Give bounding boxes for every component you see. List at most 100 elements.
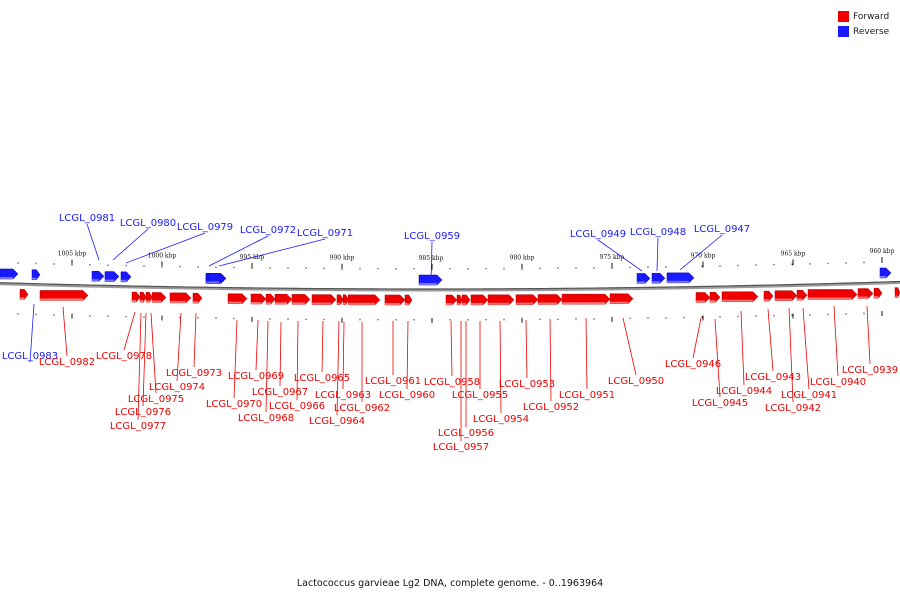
legend-reverse-label: Reverse <box>853 26 890 37</box>
reverse-gene-arrow-shade <box>637 281 645 284</box>
leader-line <box>62 306 68 357</box>
forward-gene-arrow-shade <box>797 298 803 301</box>
forward-gene-arrow-shade <box>775 298 792 301</box>
gene-label: LCGL_0980 <box>120 218 176 229</box>
leader-line <box>450 320 453 377</box>
gene-label: LCGL_0965 <box>294 373 350 384</box>
gene-label: LCGL_0944 <box>716 386 772 397</box>
leader-line <box>802 307 810 390</box>
forward-gene-arrow-shade <box>562 302 605 305</box>
scale-tick-label: 960 kbp <box>870 248 895 255</box>
leader-line <box>208 235 269 267</box>
reverse-gene-arrow-shade <box>880 275 887 278</box>
gene-label: LCGL_0983 <box>2 351 58 362</box>
gene-label: LCGL_0966 <box>269 401 325 412</box>
gene-label: LCGL_0958 <box>424 377 480 388</box>
gene-label: LCGL_0970 <box>206 399 262 410</box>
backbone-shadow <box>0 280 900 292</box>
forward-gene-arrow-shade <box>385 302 400 305</box>
leader-line <box>265 320 269 413</box>
leader-line <box>321 320 324 373</box>
gene-label: LCGL_0957 <box>433 442 489 453</box>
reverse-gene-arrow-shade <box>419 283 437 285</box>
gene-label: LCGL_0960 <box>379 390 435 401</box>
leader-line <box>137 312 142 421</box>
gene-label: LCGL_0940 <box>810 377 866 388</box>
forward-gene-arrow-shade <box>292 302 305 305</box>
leader-line <box>740 310 745 386</box>
forward-gene-arrow-shade <box>457 302 460 305</box>
gene-label: LCGL_0975 <box>128 394 184 405</box>
gene-label: LCGL_0946 <box>665 359 721 370</box>
leader-line <box>833 305 839 377</box>
legend-forward-label: Forward <box>853 11 890 22</box>
forward-gene-arrow-shade <box>722 299 753 302</box>
leader-line <box>296 320 299 401</box>
forward-gene-arrow-shade <box>193 301 198 304</box>
gene-label: LCGL_0947 <box>694 224 750 235</box>
reverse-gene-arrow-shade <box>667 280 689 283</box>
leader-line <box>866 305 871 365</box>
forward-gene-arrow-shade <box>895 295 898 298</box>
leader-line <box>622 317 637 376</box>
forward-gene-arrow-shade <box>488 302 509 305</box>
leader-line <box>692 317 702 359</box>
forward-gene-arrow-shade <box>696 300 705 303</box>
legend-forward: Forward <box>838 9 889 24</box>
leader-line <box>255 319 259 371</box>
forward-gene-arrow-shade <box>874 296 879 299</box>
forward-gene-arrow-shade <box>228 301 242 304</box>
gene-label: LCGL_0959 <box>404 231 460 242</box>
leader-line <box>279 321 282 387</box>
forward-swatch <box>838 11 849 22</box>
legend: Forward Reverse <box>838 9 889 39</box>
scale-tick-label: 970 kbp <box>691 252 716 259</box>
gene-label: LCGL_0943 <box>745 372 801 383</box>
forward-gene-arrow-shade <box>337 302 341 305</box>
scale-tick-label: 975 kbp <box>600 254 625 261</box>
leader-line <box>499 320 502 414</box>
gene-label: LCGL_0973 <box>166 368 222 379</box>
leader-line <box>112 228 149 261</box>
gene-label: LCGL_0951 <box>559 390 615 401</box>
forward-gene-arrow-shade <box>132 300 137 303</box>
gene-label: LCGL_0963 <box>315 390 371 401</box>
leader-line <box>549 318 552 402</box>
leader-line <box>342 321 345 390</box>
reverse-gene-arrow-shade <box>105 279 114 282</box>
map-caption: Lactococcus garvieae Lg2 DNA, complete g… <box>296 578 604 589</box>
reverse-gene-arrow-shade <box>208 281 219 284</box>
leader-line <box>656 237 659 272</box>
forward-gene-arrow-shade <box>710 300 716 303</box>
forward-gene-arrow-shade <box>266 302 271 305</box>
gene-label: LCGL_0971 <box>297 228 353 239</box>
reverse-gene-arrow-shade <box>652 281 660 284</box>
forward-gene-arrow-shade <box>170 300 186 303</box>
scale-tick-label: 980 kbp <box>510 255 535 262</box>
forward-gene-arrow-shade <box>516 302 533 305</box>
gene-label: LCGL_0964 <box>309 416 365 427</box>
scale-tick-label: 1000 kbp <box>148 253 177 260</box>
scale-tick-label: 1005 kbp <box>58 251 87 258</box>
gene-label: LCGL_0982 <box>39 357 95 368</box>
gene-label: LCGL_0954 <box>473 414 529 425</box>
legend-reverse: Reverse <box>838 24 889 39</box>
reverse-gene-arrow <box>0 268 19 280</box>
leader-line <box>125 232 206 264</box>
backbone-line <box>0 280 900 290</box>
gene-label: LCGL_0952 <box>523 402 579 413</box>
forward-gene-arrow-shade <box>312 302 331 305</box>
leader-line <box>788 307 794 403</box>
scale-tick-label: 965 kbp <box>781 251 806 258</box>
gene-label: LCGL_0978 <box>96 351 152 362</box>
leader-line <box>29 303 35 363</box>
gene-label: LCGL_0961 <box>365 376 421 387</box>
leader-line <box>767 308 774 372</box>
gene-label: LCGL_0948 <box>630 227 686 238</box>
leader-line <box>150 312 157 394</box>
gene-label: LCGL_0979 <box>177 222 233 233</box>
forward-gene-arrow-shade <box>146 300 150 303</box>
forward-gene-arrow-shade <box>610 301 628 304</box>
leader-line <box>430 241 433 283</box>
gene-label: LCGL_0981 <box>59 213 115 224</box>
